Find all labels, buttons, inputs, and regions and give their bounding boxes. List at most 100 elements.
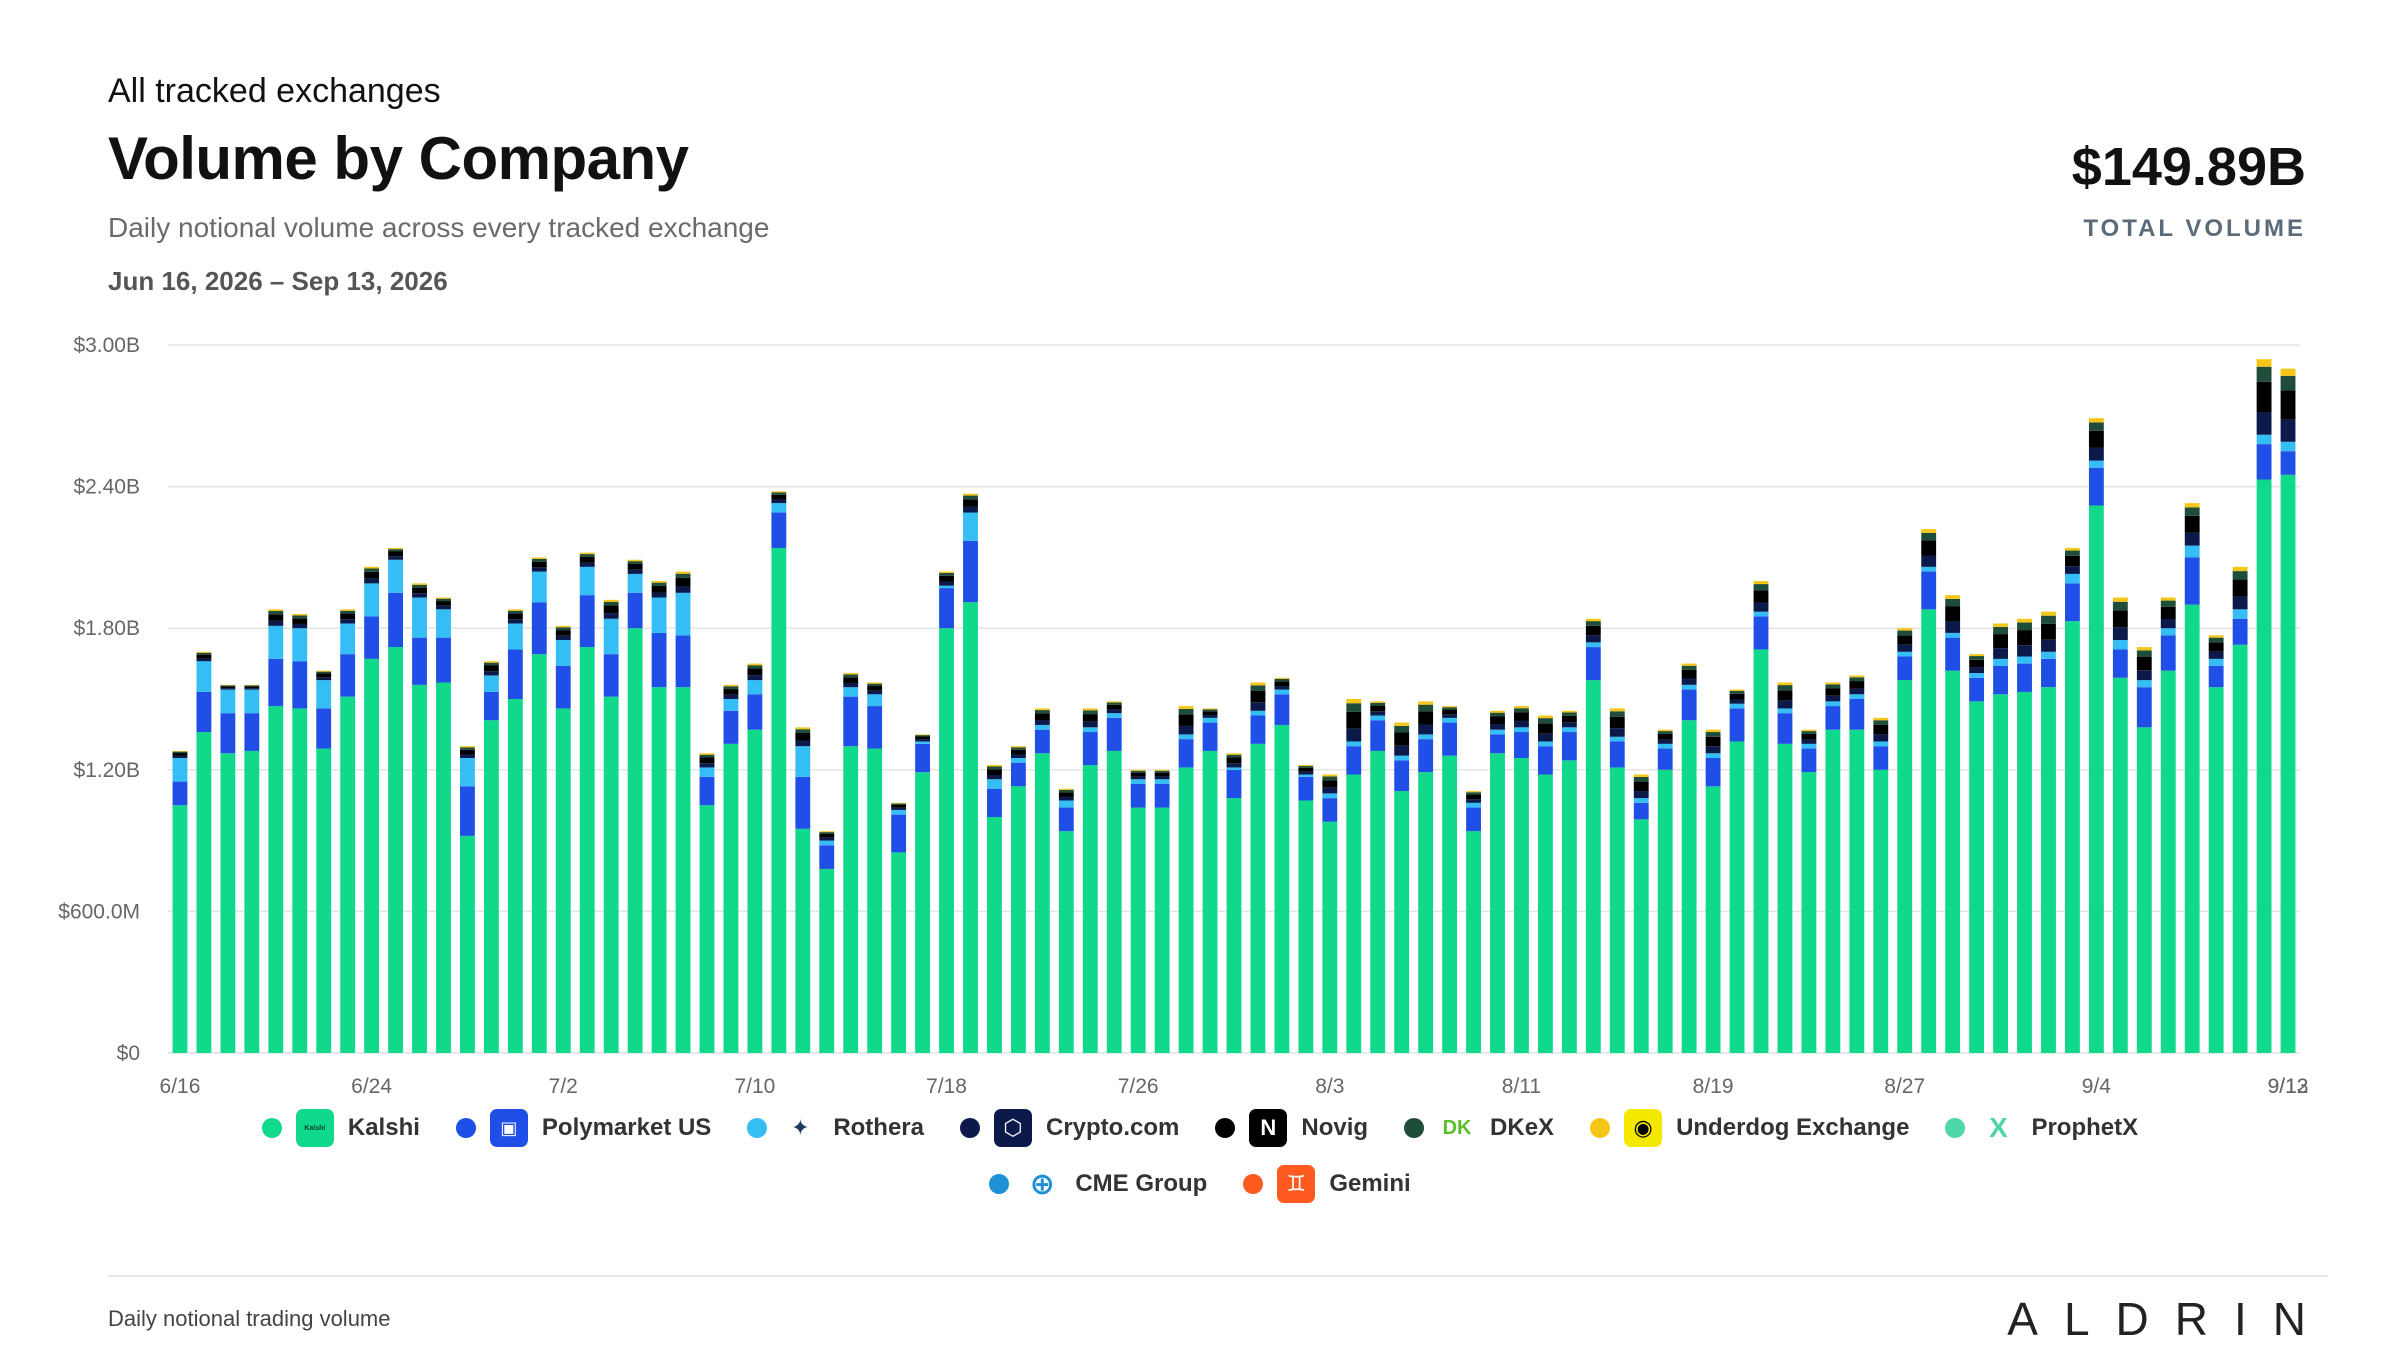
bar-day-15[interactable] [531, 557, 547, 1053]
bar-day-87[interactable] [2256, 359, 2272, 1053]
bar-day-67[interactable] [1777, 682, 1793, 1053]
bar-day-71[interactable] [1873, 717, 1889, 1053]
legend-item-underdog-exchange[interactable]: ◉ Underdog Exchange [1590, 1109, 1909, 1147]
bar-day-43[interactable] [1202, 708, 1218, 1053]
bar-day-79[interactable] [2065, 547, 2080, 1053]
bar-day-66[interactable] [1753, 581, 1769, 1053]
bar-day-62[interactable] [1657, 729, 1673, 1053]
legend-item-crypto-com[interactable]: ⬡ Crypto.com [960, 1109, 1179, 1147]
bar-day-22[interactable] [699, 753, 715, 1053]
legend-item-dkex[interactable]: DK DKeX [1404, 1109, 1554, 1147]
bar-day-4[interactable] [268, 609, 284, 1053]
bar-day-25[interactable] [771, 491, 787, 1053]
bar-day-72[interactable] [1897, 628, 1913, 1053]
bar-day-35[interactable] [1010, 746, 1026, 1053]
bar-day-53[interactable] [1442, 706, 1458, 1053]
bar-day-16[interactable] [555, 625, 571, 1053]
bar-day-14[interactable] [507, 609, 523, 1053]
bar-day-38[interactable] [1082, 708, 1098, 1053]
bar-day-64[interactable] [1705, 729, 1721, 1053]
bar-day-0[interactable] [172, 750, 188, 1053]
bar-segment-dkex [388, 549, 403, 552]
bar-day-63[interactable] [1681, 663, 1697, 1053]
bar-day-24[interactable] [747, 663, 763, 1053]
bar-day-42[interactable] [1178, 706, 1194, 1053]
bar-day-40[interactable] [1130, 769, 1146, 1053]
bar-day-48[interactable] [1322, 774, 1338, 1053]
bar-day-68[interactable] [1801, 729, 1817, 1053]
bar-day-17[interactable] [579, 552, 595, 1053]
bar-day-2[interactable] [220, 684, 236, 1053]
bar-day-26[interactable] [795, 727, 811, 1053]
bar-day-77[interactable] [2017, 618, 2032, 1053]
bar-day-75[interactable] [1969, 654, 1985, 1053]
bar-day-70[interactable] [1849, 675, 1865, 1053]
bar-day-18[interactable] [603, 599, 619, 1053]
bar-day-74[interactable] [1945, 595, 1961, 1053]
bar-day-32[interactable] [939, 571, 954, 1053]
legend-item-novig[interactable]: N Novig [1215, 1109, 1368, 1147]
bar-day-84[interactable] [2184, 503, 2200, 1053]
bar-day-52[interactable] [1418, 701, 1434, 1053]
bar-day-11[interactable] [436, 597, 451, 1053]
bar-day-61[interactable] [1633, 774, 1649, 1053]
legend-item-polymarket-us[interactable]: ▣ Polymarket US [455, 1109, 711, 1147]
bar-day-73[interactable] [1921, 529, 1937, 1053]
bar-day-3[interactable] [244, 684, 260, 1053]
bar-day-56[interactable] [1514, 706, 1529, 1053]
bar-day-39[interactable] [1106, 701, 1122, 1053]
bar-day-41[interactable] [1154, 769, 1170, 1053]
legend-item-rothera[interactable]: ✦ Rothera [747, 1109, 924, 1147]
bar-day-27[interactable] [819, 831, 835, 1053]
bar-day-80[interactable] [2088, 418, 2104, 1053]
bar-day-10[interactable] [412, 583, 427, 1053]
bar-day-46[interactable] [1274, 677, 1290, 1053]
bar-day-81[interactable] [2112, 597, 2128, 1053]
bar-day-19[interactable] [627, 559, 643, 1053]
bar-day-51[interactable] [1394, 722, 1410, 1053]
bar-day-78[interactable] [2041, 611, 2056, 1053]
bar-day-60[interactable] [1609, 708, 1625, 1053]
bar-day-6[interactable] [316, 670, 332, 1053]
bar-day-85[interactable] [2208, 635, 2224, 1053]
bar-day-82[interactable] [2136, 647, 2152, 1053]
legend-item-gemini[interactable]: ♊ Gemini [1243, 1165, 1411, 1203]
bar-day-23[interactable] [723, 684, 739, 1053]
bar-day-88[interactable] [2280, 368, 2296, 1053]
legend-item-kalshi[interactable]: Kalshi Kalshi [261, 1109, 420, 1147]
legend-item-cme-group[interactable]: ⊕ CME Group [989, 1165, 1207, 1203]
bar-day-1[interactable] [196, 651, 212, 1053]
bar-day-31[interactable] [915, 734, 931, 1053]
bar-day-36[interactable] [1034, 708, 1050, 1053]
legend-item-prophetx[interactable]: X ProphetX [1945, 1109, 2138, 1147]
bar-day-69[interactable] [1825, 682, 1841, 1053]
bar-day-12[interactable] [460, 746, 475, 1053]
bar-day-58[interactable] [1561, 710, 1577, 1053]
bar-day-47[interactable] [1298, 765, 1314, 1053]
bar-day-30[interactable] [891, 802, 907, 1053]
bar-day-37[interactable] [1058, 788, 1074, 1053]
bar-day-44[interactable] [1226, 753, 1242, 1053]
bar-day-50[interactable] [1370, 701, 1386, 1053]
bar-day-9[interactable] [388, 547, 403, 1053]
bar-day-13[interactable] [483, 661, 499, 1053]
bar-day-65[interactable] [1729, 689, 1745, 1053]
bar-day-5[interactable] [292, 614, 308, 1053]
bar-day-45[interactable] [1250, 682, 1266, 1053]
bar-day-29[interactable] [867, 682, 883, 1053]
bar-day-21[interactable] [675, 571, 691, 1053]
bar-day-55[interactable] [1490, 710, 1505, 1053]
bar-day-7[interactable] [340, 609, 356, 1053]
bar-day-34[interactable] [987, 765, 1002, 1053]
bar-day-20[interactable] [651, 581, 667, 1053]
bar-day-33[interactable] [963, 493, 978, 1053]
bar-day-86[interactable] [2232, 566, 2248, 1053]
bar-day-8[interactable] [364, 566, 380, 1053]
bar-day-76[interactable] [1993, 623, 2008, 1053]
bar-day-59[interactable] [1585, 618, 1601, 1053]
bar-day-28[interactable] [843, 673, 859, 1053]
bar-day-83[interactable] [2160, 597, 2176, 1053]
bar-day-54[interactable] [1466, 791, 1481, 1053]
bar-day-57[interactable] [1537, 715, 1553, 1053]
bar-day-49[interactable] [1346, 699, 1362, 1053]
